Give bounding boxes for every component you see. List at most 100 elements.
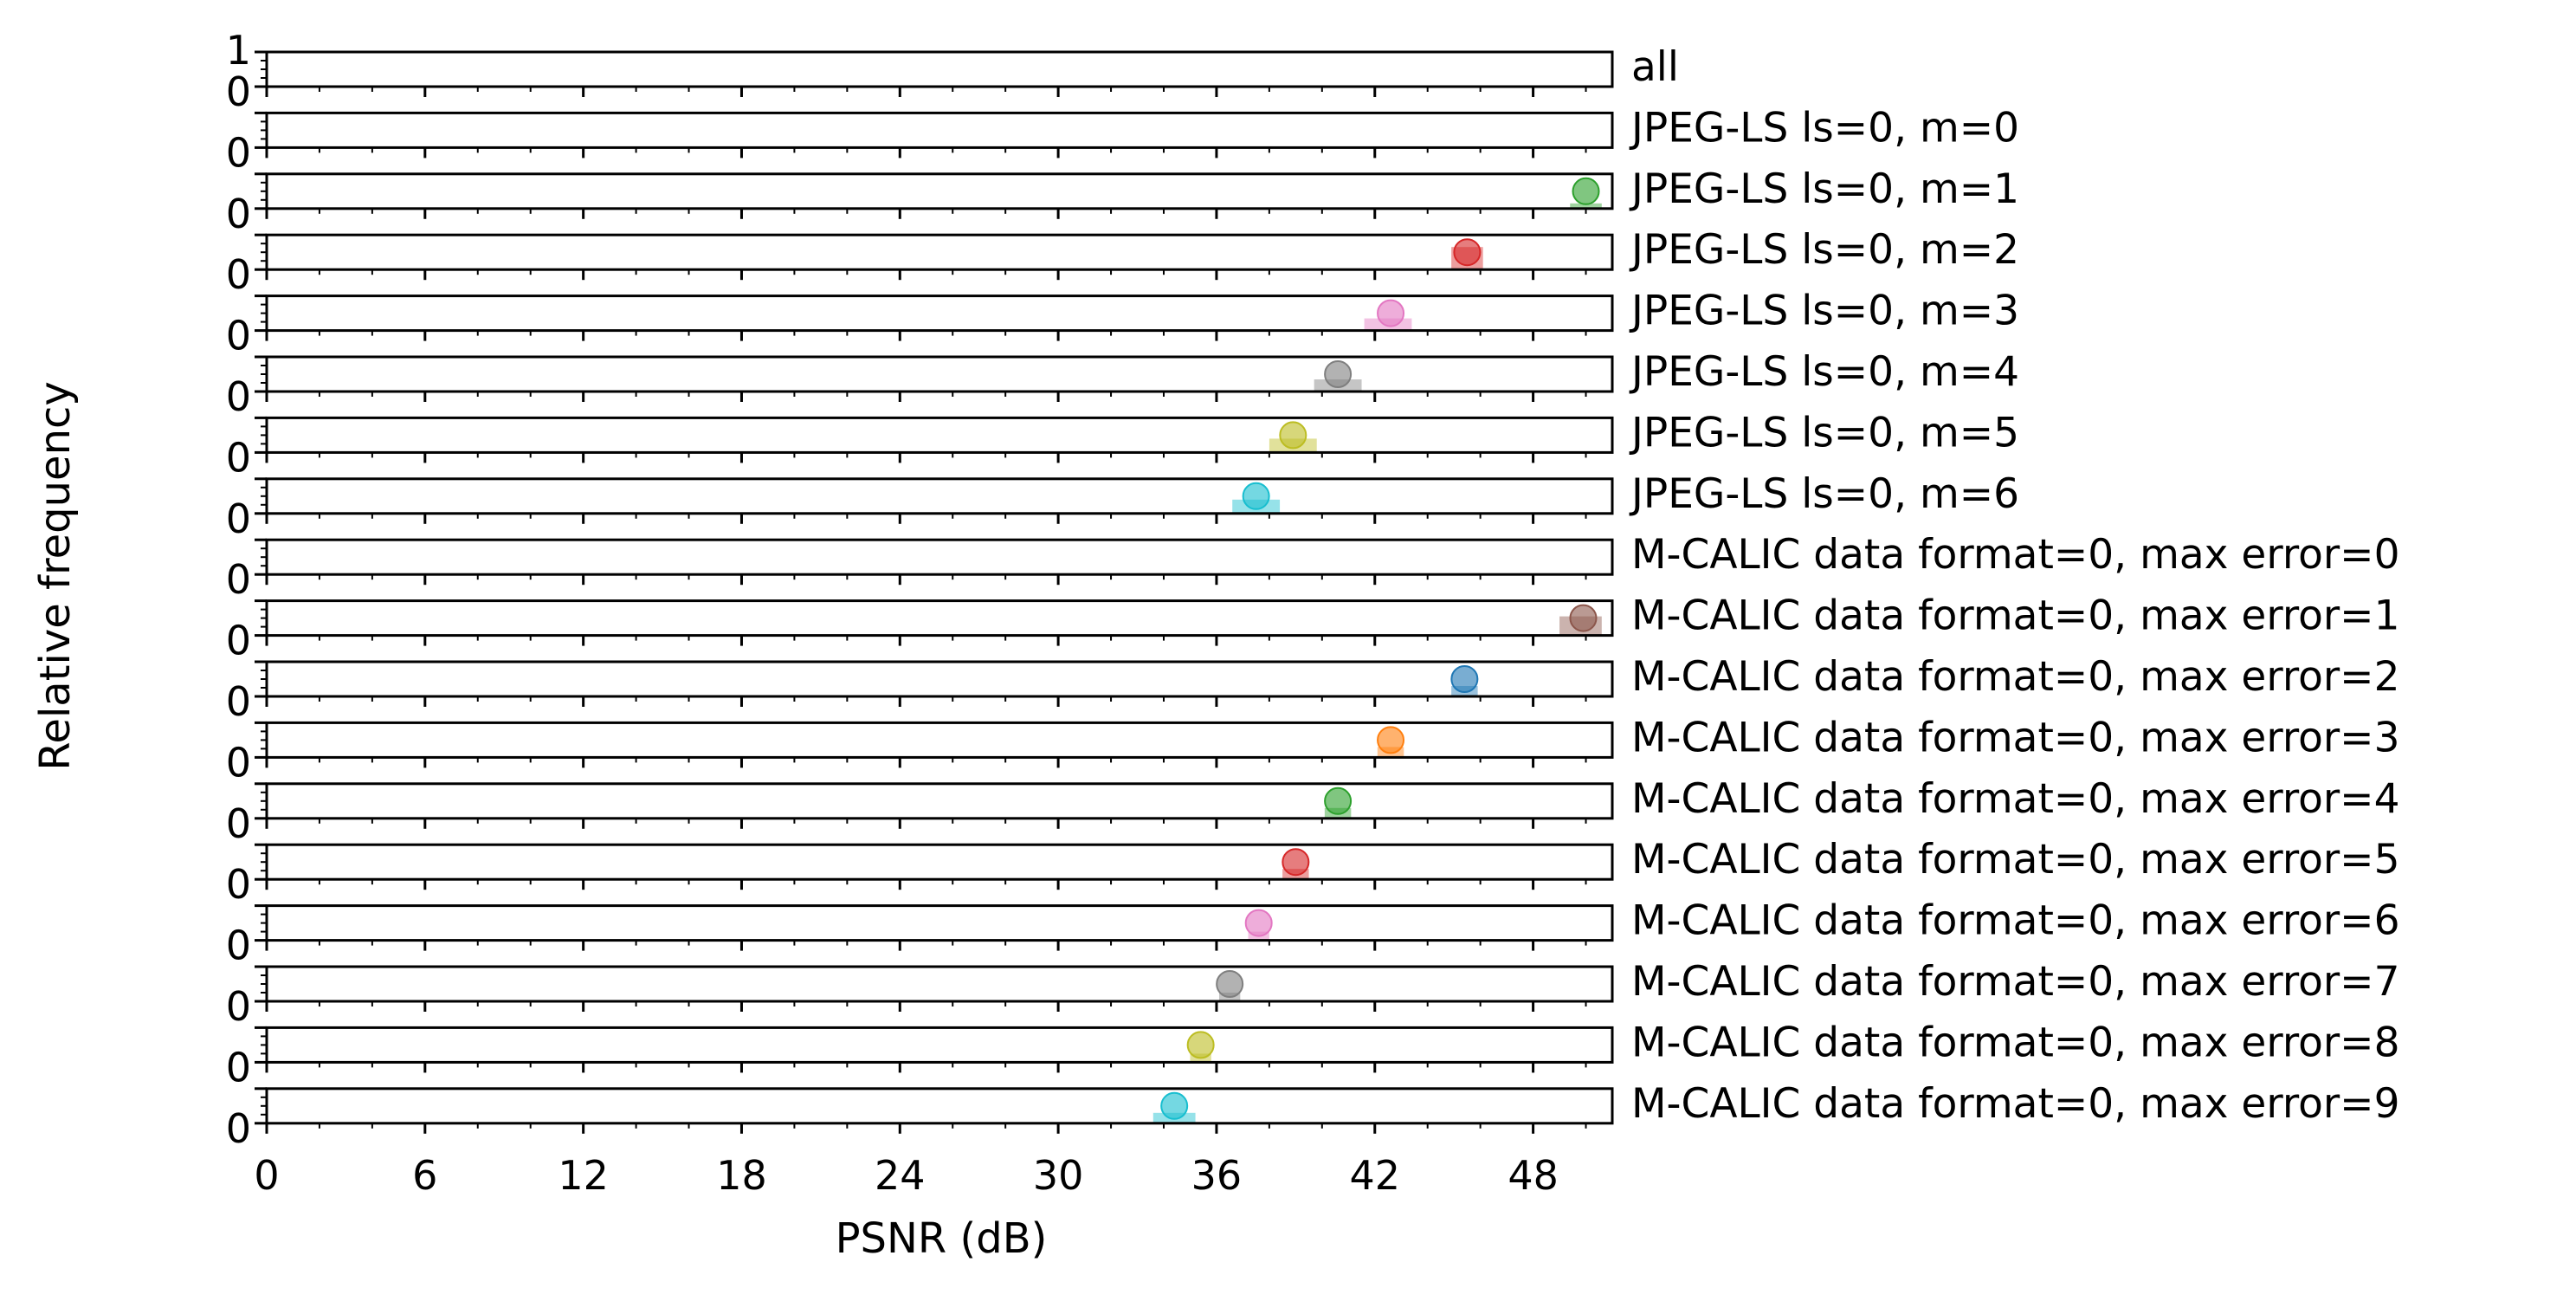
panel-frame: [265, 355, 1614, 393]
y-tick-label: 0: [226, 556, 251, 603]
mean-marker: [1279, 421, 1307, 450]
panel: 0 JPEG-LS ls=0, m=0: [226, 104, 2019, 176]
panel-label: JPEG-LS ls=0, m=2: [1629, 226, 2019, 274]
y-tick-label: 0: [226, 191, 251, 237]
panel-frame: [265, 782, 1614, 820]
x-tick-label: 30: [1033, 1152, 1084, 1199]
panel-label: M-CALIC data format=0, max error=4: [1631, 775, 2399, 823]
histogram-bar: [1570, 203, 1602, 209]
panel-label: M-CALIC data format=0, max error=7: [1631, 958, 2399, 1006]
panel-frame: [265, 538, 1614, 576]
panel: 0 JPEG-LS ls=0, m=4: [226, 348, 2019, 420]
mean-marker: [1569, 604, 1598, 632]
mean-marker: [1242, 482, 1270, 510]
x-tick-label: 42: [1349, 1152, 1400, 1199]
panel-frame: [265, 233, 1614, 271]
panel-frame: [265, 477, 1614, 515]
panel: 0 M-CALIC data format=0, max error=2: [226, 653, 2400, 725]
panel: 0 M-CALIC data format=0, max error=6: [226, 897, 2400, 969]
mean-marker: [1186, 1031, 1215, 1059]
panel-frame: [265, 1026, 1614, 1064]
panel: 0 JPEG-LS ls=0, m=1: [226, 165, 2019, 237]
y-tick-label: 0: [226, 861, 251, 908]
panel-frame: [265, 172, 1614, 210]
panel-label: JPEG-LS ls=0, m=1: [1629, 165, 2019, 213]
panel-label: M-CALIC data format=0, max error=9: [1631, 1080, 2399, 1128]
panel-frame: [265, 721, 1614, 759]
panel-frame: [265, 599, 1614, 638]
panel-label: M-CALIC data format=0, max error=5: [1631, 836, 2399, 884]
y-tick-label: 0: [226, 1044, 251, 1091]
panel-label: M-CALIC data format=0, max error=8: [1631, 1019, 2399, 1066]
mean-marker: [1282, 848, 1310, 877]
mean-marker: [1453, 238, 1482, 267]
panel-frame: [265, 904, 1614, 942]
panel: 0 JPEG-LS ls=0, m=6: [226, 470, 2019, 542]
panel-label: all: [1631, 43, 1679, 91]
mean-marker: [1324, 786, 1353, 815]
panel: 0 JPEG-LS ls=0, m=5: [226, 409, 2019, 481]
x-axis-label: PSNR (dB): [836, 1214, 1048, 1263]
x-tick-label: 24: [875, 1152, 926, 1199]
x-tick-label: 36: [1191, 1152, 1243, 1199]
y-tick-label: 0: [226, 251, 251, 298]
panel-label: JPEG-LS ls=0, m=3: [1629, 288, 2019, 335]
panel-label: M-CALIC data format=0, max error=1: [1631, 592, 2399, 640]
panel-label: M-CALIC data format=0, max error=2: [1631, 653, 2399, 701]
mean-marker: [1216, 970, 1244, 998]
panel: 0 JPEG-LS ls=0, m=2: [226, 226, 2019, 298]
panel-label: JPEG-LS ls=0, m=6: [1629, 470, 2019, 518]
y-tick-label: 0: [226, 922, 251, 969]
panel-frame: [265, 843, 1614, 881]
y-tick-label: 0: [226, 678, 251, 725]
panel-frame: [265, 1087, 1614, 1125]
x-tick-label: 18: [716, 1152, 767, 1199]
mean-marker: [1377, 299, 1405, 327]
y-tick-label: 0: [226, 739, 251, 786]
panel-label: M-CALIC data format=0, max error=0: [1631, 531, 2399, 579]
panel: 0 M-CALIC data format=0, max error=4: [226, 775, 2400, 847]
y-tick-label: 0: [226, 68, 251, 115]
panel-frame: [265, 111, 1614, 149]
x-tick-label: 48: [1508, 1152, 1559, 1199]
mean-marker: [1324, 360, 1353, 388]
panel-frame: [265, 660, 1614, 698]
panel-label: JPEG-LS ls=0, m=0: [1629, 104, 2019, 152]
panel: 0 M-CALIC data format=0, max error=0: [226, 531, 2400, 603]
panel-frame: [265, 965, 1614, 1003]
mean-marker: [1160, 1091, 1189, 1120]
y-tick-label: 0: [226, 800, 251, 847]
y-tick-label: 0: [226, 618, 251, 664]
x-tick-label: 6: [412, 1152, 437, 1199]
mean-marker: [1244, 909, 1273, 937]
panel: 0 JPEG-LS ls=0, m=3: [226, 288, 2019, 359]
panel-frame: [265, 50, 1614, 88]
mean-marker: [1572, 177, 1600, 205]
y-tick-label: 0: [226, 434, 251, 481]
y-tick-label: 0: [226, 373, 251, 420]
panel: 01 all: [226, 27, 1679, 115]
y-tick-label: 0: [226, 129, 251, 176]
x-axis: 0 6 12 18 24 30 36 42 48: [254, 1152, 1559, 1199]
x-tick-label: 0: [254, 1152, 279, 1199]
panel: 0 M-CALIC data format=0, max error=9: [226, 1080, 2400, 1152]
y-tick-label: 0: [226, 313, 251, 359]
panel-frame: [265, 416, 1614, 454]
panel-label: M-CALIC data format=0, max error=6: [1631, 897, 2399, 945]
panel: 0 M-CALIC data format=0, max error=8: [226, 1019, 2400, 1091]
y-tick-label: 0: [226, 983, 251, 1030]
y-tick-label: 0: [226, 1105, 251, 1152]
y-tick-label: 0: [226, 495, 251, 542]
mean-marker: [1377, 726, 1405, 754]
y-tick-label: 1: [226, 27, 251, 74]
panel-label: JPEG-LS ls=0, m=4: [1629, 348, 2019, 396]
panel: 0 M-CALIC data format=0, max error=7: [226, 958, 2400, 1030]
panel: 0 M-CALIC data format=0, max error=1: [226, 592, 2400, 664]
panel-label: JPEG-LS ls=0, m=5: [1629, 409, 2019, 456]
mean-marker: [1450, 665, 1479, 693]
panel-label: M-CALIC data format=0, max error=3: [1631, 714, 2399, 761]
panel: 0 M-CALIC data format=0, max error=5: [226, 836, 2400, 908]
y-axis-label: Relative frequency: [31, 381, 80, 771]
